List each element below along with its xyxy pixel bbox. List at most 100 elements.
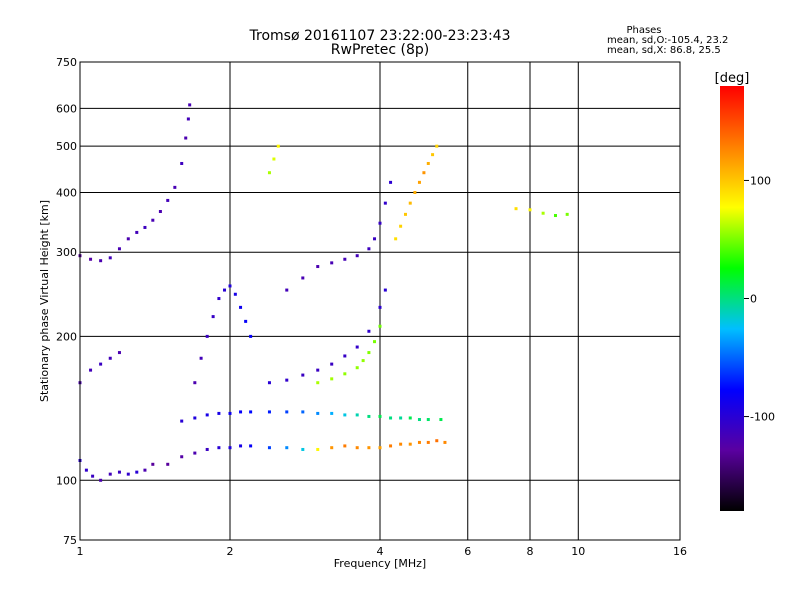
data-point [439,418,443,422]
y-tick-label: 500 [56,140,77,153]
data-point [553,214,557,218]
data-point [249,410,253,414]
x-tick-label: 8 [527,545,534,558]
data-point [117,351,121,355]
data-point [355,446,359,450]
data-point [316,265,320,269]
data-point [367,351,371,355]
data-point [378,221,382,225]
data-point [285,288,289,292]
data-point [417,418,421,422]
data-point [117,470,121,474]
data-point [367,329,371,333]
y-tick-label: 300 [56,246,77,259]
data-point [180,455,184,459]
data-point [193,416,197,420]
data-point [426,161,430,165]
y-tick-label: 75 [63,534,77,547]
data-point [408,416,412,420]
data-point [413,190,417,194]
data-point [373,340,377,344]
data-point [378,305,382,309]
data-point [217,411,221,415]
data-point [408,201,412,205]
x-tick-label: 10 [571,545,585,558]
data-point [205,334,209,338]
data-point [180,419,184,423]
stats-o-line: mean, sd,O:-105.4, 23.2 [607,35,728,46]
data-point [91,474,95,478]
data-point [355,413,359,417]
data-point [99,478,103,482]
data-point [199,356,203,360]
chart-title: Tromsø 20161107 23:22:00-23:23:43 [249,28,511,44]
data-point [316,411,320,415]
colorbar-tick-label: 0 [750,293,757,306]
data-point [330,261,334,265]
data-point [399,416,403,420]
data-point [184,136,188,140]
data-point [228,446,232,450]
data-point [383,201,387,205]
data-point [330,411,334,415]
data-point [389,416,393,420]
data-point [426,418,430,422]
data-point [355,366,359,370]
data-point [316,447,320,451]
data-points [78,103,569,482]
data-point [166,198,170,202]
data-point [343,257,347,261]
data-point [417,180,421,184]
colorbar-label: [deg] [715,71,750,86]
data-point [267,410,271,414]
data-point [373,237,377,241]
data-point [267,171,271,175]
data-point [249,444,253,448]
data-point [367,247,371,251]
data-point [389,444,393,448]
data-point [285,378,289,382]
data-point [193,381,197,385]
data-point [541,211,545,215]
y-tick-label: 400 [56,186,77,199]
data-point [239,444,243,448]
data-point [355,254,359,258]
data-point [426,440,430,444]
y-tick-label: 750 [56,56,77,69]
data-point [301,410,305,414]
colorbar-tick-label: -100 [750,411,775,424]
data-point [228,411,232,415]
x-tick-label: 4 [377,545,384,558]
data-point [330,446,334,450]
data-point [316,381,320,385]
data-point [205,413,209,417]
data-point [330,362,334,366]
data-point [193,451,197,455]
data-point [89,257,93,261]
data-point [417,440,421,444]
data-point [389,180,393,184]
data-point [378,414,382,418]
data-point [173,185,177,189]
data-point [244,319,248,323]
data-point [285,410,289,414]
data-point [186,117,190,121]
data-point [239,305,243,309]
data-point [514,207,518,211]
data-point [378,446,382,450]
x-axis: 1 2 4 6 8 10 16 [77,545,688,558]
data-point [408,442,412,446]
data-point [143,225,147,229]
data-point [158,210,162,214]
data-point [126,237,130,241]
data-point [301,447,305,451]
data-point [89,368,93,372]
data-point [435,144,439,148]
data-point [383,288,387,292]
data-point [211,315,215,319]
x-axis-label: Frequency [MHz] [334,557,426,570]
data-point [239,410,243,414]
data-point [135,230,139,234]
colorbar-ticks: 100 0 -100 [744,174,775,424]
